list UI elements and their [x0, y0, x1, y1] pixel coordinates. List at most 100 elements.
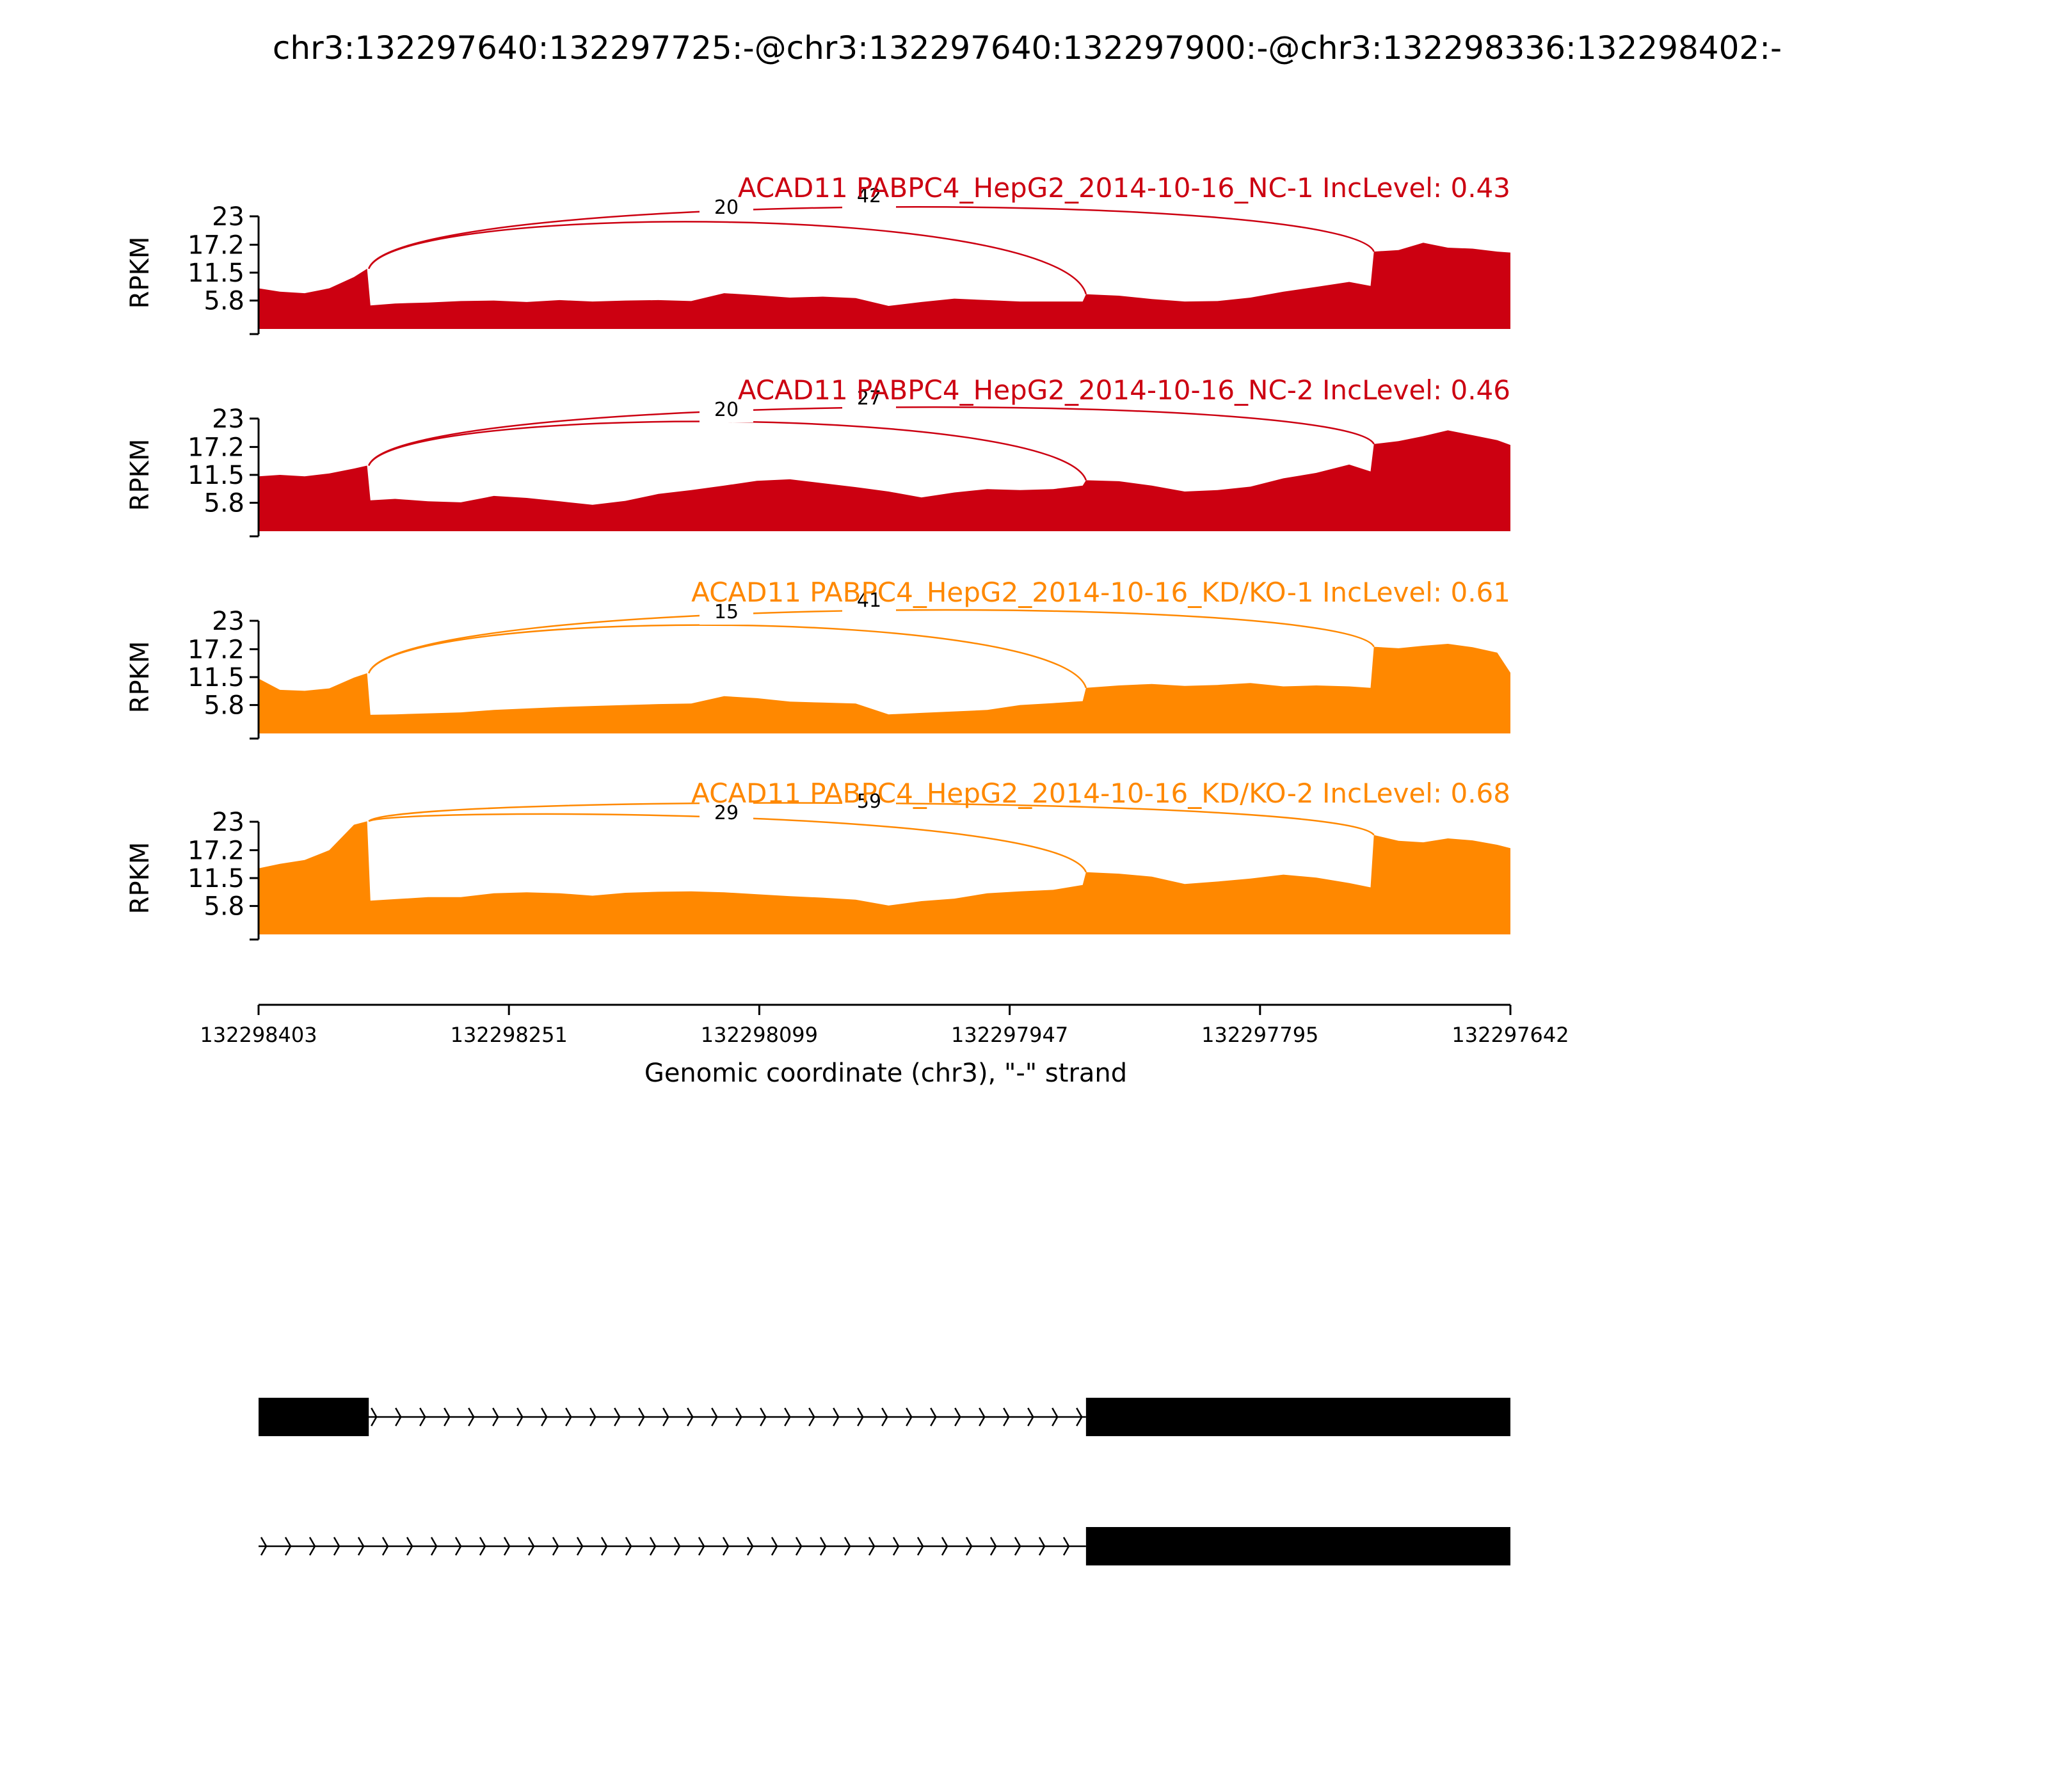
exon-block: [1085, 1527, 1510, 1565]
y-tick-label: 11.5: [188, 663, 244, 692]
strand-arrow: [1076, 1407, 1083, 1427]
strand-arrow: [308, 1537, 316, 1556]
x-tick-label: 132297947: [951, 1023, 1068, 1047]
y-tick-label: 23: [212, 808, 244, 837]
junction-arc: [368, 221, 1087, 295]
strand-arrow: [844, 1537, 851, 1556]
strand-arrow: [868, 1537, 876, 1556]
x-tick-label: 132298099: [701, 1023, 818, 1047]
strand-arrow: [503, 1537, 511, 1556]
strand-arrow: [662, 1407, 669, 1427]
strand-arrow: [395, 1407, 402, 1427]
strand-arrow: [930, 1407, 937, 1427]
junction-arc: [368, 624, 1087, 689]
junction-count-label: 42: [857, 185, 881, 207]
x-tick-label: 132298403: [200, 1023, 317, 1047]
track-title: ACAD11 PABPC4_HepG2_2014-10-16_NC-1 IncL…: [738, 172, 1510, 204]
strand-arrow: [649, 1537, 657, 1556]
coverage-area: [259, 430, 1510, 531]
chart-title: chr3:132297640:132297725:-@chr3:13229764…: [273, 29, 1782, 67]
y-tick-label: 11.5: [188, 461, 244, 490]
junction-label-bg: [700, 196, 753, 220]
y-axis-label: RPKM: [125, 237, 155, 309]
strand-arrow: [492, 1407, 499, 1427]
strand-arrow: [479, 1537, 486, 1556]
transcript-2: [259, 1527, 1510, 1565]
strand-arrow: [857, 1407, 864, 1427]
strand-arrow: [1052, 1407, 1059, 1427]
strand-arrow: [357, 1537, 365, 1556]
junction-count-label: 15: [714, 601, 739, 623]
y-tick-label: 23: [212, 607, 244, 636]
strand-arrow: [614, 1407, 621, 1427]
strand-arrow: [576, 1537, 584, 1556]
strand-arrow: [941, 1537, 948, 1556]
exon-block: [1085, 1398, 1510, 1436]
strand-arrow: [419, 1407, 426, 1427]
strand-arrow: [600, 1537, 608, 1556]
y-tick-label: 5.8: [204, 287, 244, 316]
strand-arrow: [468, 1407, 475, 1427]
strand-arrow: [1038, 1537, 1046, 1556]
junction-count-label: 20: [714, 196, 739, 219]
strand-arrow: [916, 1537, 924, 1556]
strand-arrow: [1003, 1407, 1010, 1427]
strand-arrow: [1027, 1407, 1034, 1427]
strand-arrow: [808, 1407, 815, 1427]
strand-arrow: [760, 1407, 767, 1427]
strand-arrow: [819, 1537, 827, 1556]
strand-arrow: [589, 1407, 596, 1427]
strand-arrow: [541, 1407, 548, 1427]
junction-arc: [368, 206, 1375, 269]
strand-arrow: [698, 1537, 705, 1556]
strand-arrow: [735, 1407, 742, 1427]
transcript-1: [259, 1398, 1510, 1436]
track-title: ACAD11 PABPC4_HepG2_2014-10-16_NC-2 IncL…: [738, 374, 1510, 406]
strand-arrow: [454, 1537, 462, 1556]
y-axis-label: RPKM: [125, 641, 155, 714]
transcript-models: [259, 1398, 1510, 1565]
junction-label-bg: [842, 790, 896, 814]
strand-arrow: [1014, 1537, 1021, 1556]
strand-arrow: [881, 1407, 888, 1427]
x-tick-label: 132297795: [1201, 1023, 1318, 1047]
coverage-area: [259, 243, 1510, 329]
track-title: ACAD11 PABPC4_HepG2_2014-10-16_KD/KO-2 I…: [691, 778, 1510, 809]
y-tick-label: 5.8: [204, 691, 244, 721]
strand-arrow: [906, 1407, 913, 1427]
track-title: ACAD11 PABPC4_HepG2_2014-10-16_KD/KO-1 I…: [691, 577, 1510, 608]
y-axis-label: RPKM: [125, 439, 155, 511]
junction-label-bg: [842, 387, 896, 411]
coverage-area: [259, 821, 1510, 934]
strand-arrow: [260, 1537, 268, 1556]
strand-arrow: [638, 1407, 645, 1427]
junction-label-bg: [700, 801, 753, 826]
x-tick-label: 132297642: [1452, 1023, 1569, 1047]
junction-arc: [368, 406, 1375, 466]
strand-arrow: [833, 1407, 840, 1427]
exon-block: [259, 1398, 369, 1436]
strand-arrow: [333, 1537, 340, 1556]
strand-arrow: [771, 1537, 778, 1556]
y-tick-label: 11.5: [188, 864, 244, 893]
y-tick-label: 17.2: [188, 836, 244, 865]
strand-arrow: [371, 1407, 378, 1427]
strand-arrow: [965, 1537, 973, 1556]
strand-arrow: [722, 1537, 730, 1556]
junction-label-bg: [700, 600, 753, 625]
y-axis-label: RPKM: [125, 842, 155, 915]
strand-arrow: [552, 1537, 559, 1556]
strand-arrow: [406, 1537, 413, 1556]
y-tick-label: 17.2: [188, 433, 244, 462]
x-axis-label: Genomic coordinate (chr3), "-" strand: [644, 1059, 1127, 1088]
strand-arrow: [989, 1537, 997, 1556]
y-tick-label: 23: [212, 202, 244, 232]
strand-arrow: [527, 1537, 535, 1556]
y-tick-label: 17.2: [188, 635, 244, 664]
